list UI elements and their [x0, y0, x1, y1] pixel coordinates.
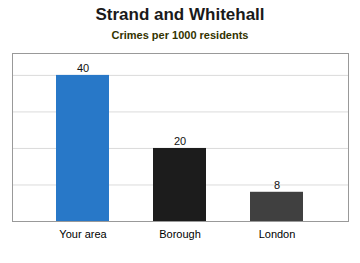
svg-text:Your area: Your area [59, 228, 107, 240]
svg-text:40: 40 [77, 62, 89, 74]
html-text:Strand and Whitehall: Strand and Whitehall [95, 5, 265, 24]
html-text:Crimes per 1000 residents: Crimes per 1000 residents [111, 29, 249, 41]
svg-text:20: 20 [174, 135, 186, 147]
svg-text:Borough: Borough [159, 228, 201, 240]
svg-text:London: London [259, 228, 296, 240]
svg-text:8: 8 [274, 179, 280, 191]
